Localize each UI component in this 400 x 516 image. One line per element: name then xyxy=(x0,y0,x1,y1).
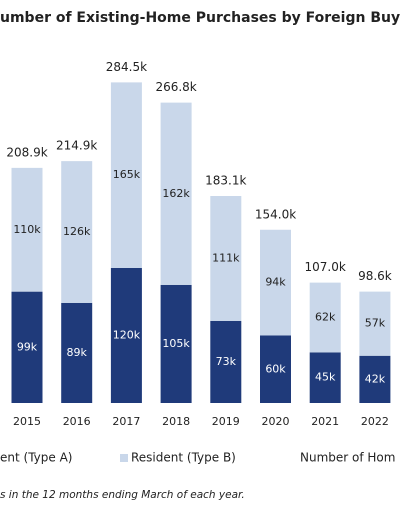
legend-label: Number of Hom xyxy=(300,451,395,465)
bar-segment xyxy=(260,335,291,403)
total-label: 266.8k xyxy=(155,80,196,94)
bar-segment xyxy=(359,355,391,403)
bar-segment xyxy=(210,320,242,403)
x-tick-label: 2020 xyxy=(262,415,290,428)
total-label: 208.9k xyxy=(6,145,47,159)
x-tick-label: 2017 xyxy=(112,415,140,428)
footnote: s in the 12 months ending March of each … xyxy=(0,489,245,501)
bar-segment xyxy=(359,291,391,356)
value-label: 89k xyxy=(67,346,88,359)
bar-segment xyxy=(11,291,43,403)
x-tick-label: 2016 xyxy=(63,415,91,428)
bar-segment xyxy=(110,82,142,268)
x-tick-label: 2019 xyxy=(212,415,240,428)
bar-segment xyxy=(210,196,242,321)
value-label: 120k xyxy=(113,329,141,342)
bar-segment xyxy=(260,229,291,336)
legend-label: Resident (Type B) xyxy=(131,451,236,465)
x-tick-label: 2015 xyxy=(13,415,41,428)
bar-segment xyxy=(61,161,93,303)
value-label: 42k xyxy=(365,372,386,385)
value-label: 45k xyxy=(315,371,336,384)
total-label: 284.5k xyxy=(106,60,147,74)
value-label: 60k xyxy=(265,362,286,375)
total-label: 107.0k xyxy=(305,260,346,274)
value-label: 99k xyxy=(17,340,38,353)
total-label: 214.9k xyxy=(56,139,97,153)
value-label: 126k xyxy=(63,225,91,238)
x-tick-label: 2018 xyxy=(162,415,190,428)
value-label: 94k xyxy=(265,276,286,289)
value-label: 62k xyxy=(315,311,336,324)
total-label: 98.6k xyxy=(358,269,392,283)
value-label: 73k xyxy=(216,355,237,368)
value-label: 110k xyxy=(13,223,41,236)
bar-segment xyxy=(11,167,43,292)
value-label: 165k xyxy=(113,168,141,181)
bar-segment xyxy=(61,302,93,403)
x-tick-label: 2022 xyxy=(361,415,389,428)
bar-segment xyxy=(309,282,341,353)
bar-segment xyxy=(160,102,192,285)
legend-label: ent (Type A) xyxy=(0,451,72,465)
value-label: 105k xyxy=(162,337,190,350)
legend-swatch xyxy=(120,454,128,462)
bar-segment xyxy=(309,352,341,403)
value-label: 162k xyxy=(162,187,190,200)
total-label: 154.0k xyxy=(255,207,296,221)
x-tick-label: 2021 xyxy=(311,415,339,428)
bar-segment xyxy=(110,268,142,403)
value-label: 57k xyxy=(365,317,386,330)
total-label: 183.1k xyxy=(205,174,246,188)
chart-title: umber of Existing-Home Purchases by Fore… xyxy=(0,10,400,26)
value-label: 111k xyxy=(212,251,240,264)
bar-segment xyxy=(160,284,192,403)
